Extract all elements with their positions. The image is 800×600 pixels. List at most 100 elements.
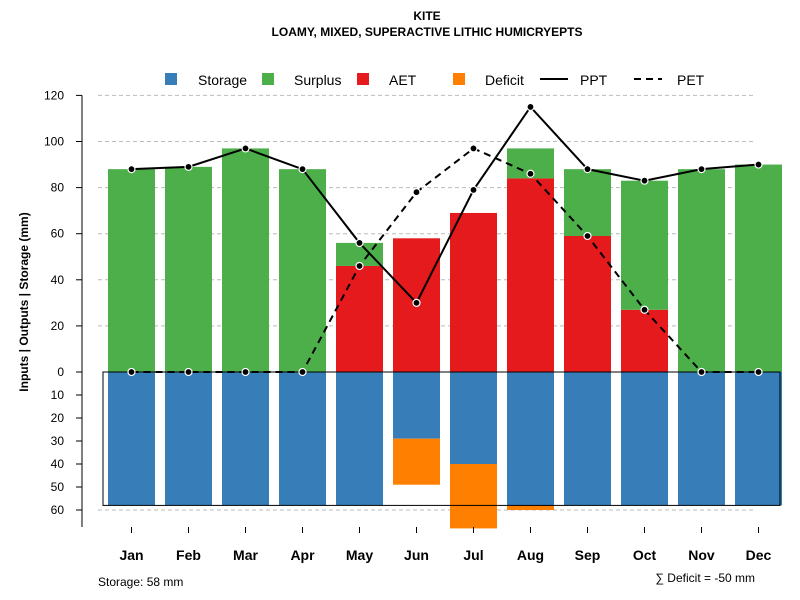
ppt-point bbox=[355, 238, 364, 248]
storage-bar bbox=[621, 372, 668, 506]
surplus-bar bbox=[735, 164, 782, 372]
month-label: Feb bbox=[176, 547, 201, 563]
ppt-point bbox=[298, 165, 307, 174]
pet-point bbox=[526, 169, 535, 178]
chart-subtitle: LOAMY, MIXED, SUPERACTIVE LITHIC HUMICRY… bbox=[272, 25, 583, 39]
legend-label-pet: PET bbox=[677, 72, 705, 88]
pet-point bbox=[640, 305, 649, 314]
y-tick-label: 80 bbox=[51, 181, 65, 195]
month-label: Jan bbox=[119, 547, 143, 563]
storage-bar bbox=[279, 372, 326, 506]
deficit-note: ∑ Deficit = -50 mm bbox=[655, 571, 755, 585]
legend-swatch-deficit bbox=[453, 73, 465, 85]
series-points bbox=[127, 102, 763, 377]
y-axis-label: Inputs | Outputs | Storage (mm) bbox=[17, 212, 31, 391]
surplus-bar bbox=[336, 242, 383, 266]
pet-point bbox=[583, 231, 592, 241]
aet-bar bbox=[564, 236, 611, 372]
ppt-point bbox=[127, 165, 136, 174]
month-label: Oct bbox=[633, 547, 657, 563]
legend-label-storage: Storage bbox=[198, 72, 247, 88]
storage-bar bbox=[222, 372, 269, 506]
series-lines bbox=[131, 105, 759, 373]
aet-bar bbox=[336, 265, 383, 372]
storage-bar bbox=[393, 372, 440, 439]
ppt-point bbox=[754, 160, 763, 169]
y-tick-label: 60 bbox=[51, 227, 65, 241]
month-label: Jun bbox=[404, 547, 429, 563]
ppt-point bbox=[640, 176, 649, 185]
deficit-bar bbox=[507, 505, 554, 510]
bars bbox=[108, 148, 782, 529]
ppt-point bbox=[412, 298, 421, 307]
storage-bar bbox=[507, 372, 554, 506]
month-label: Mar bbox=[233, 547, 258, 563]
legend-swatch-surplus bbox=[262, 73, 274, 85]
legend-label-aet: AET bbox=[389, 72, 417, 88]
y-tick-label: 0 bbox=[57, 365, 64, 379]
y-tick-label: 100 bbox=[44, 135, 64, 149]
surplus-bar bbox=[279, 169, 326, 372]
surplus-bar bbox=[678, 169, 725, 372]
pet-point bbox=[754, 367, 763, 377]
storage-bar bbox=[165, 372, 212, 506]
storage-bar bbox=[336, 372, 383, 506]
month-label: Nov bbox=[688, 547, 715, 563]
storage-bar bbox=[735, 372, 782, 506]
month-label: Jul bbox=[463, 547, 483, 563]
month-label: Sep bbox=[575, 547, 601, 563]
legend-label-deficit: Deficit bbox=[485, 72, 524, 88]
legend-swatch-aet bbox=[357, 73, 369, 85]
surplus-bar bbox=[621, 180, 668, 310]
storage-bar bbox=[450, 372, 497, 464]
y-tick-label: 30 bbox=[51, 434, 65, 448]
legend: Storage Surplus AET Deficit PPT PET bbox=[165, 72, 705, 88]
pet-line bbox=[131, 147, 759, 373]
pet-point bbox=[412, 188, 421, 197]
ppt-point bbox=[241, 144, 250, 153]
storage-bar bbox=[108, 372, 155, 506]
surplus-bar bbox=[165, 166, 212, 372]
aet-bar bbox=[450, 212, 497, 372]
pet-point bbox=[184, 367, 193, 377]
month-label: Apr bbox=[290, 547, 315, 563]
ppt-point bbox=[184, 162, 193, 171]
ppt-point bbox=[583, 165, 592, 174]
ppt-point bbox=[526, 102, 535, 112]
y-tick-label: 20 bbox=[51, 319, 65, 333]
storage-bar bbox=[564, 372, 611, 506]
pet-point bbox=[355, 261, 364, 271]
pet-point bbox=[298, 367, 307, 377]
y-tick-label: 50 bbox=[51, 480, 65, 494]
surplus-bar bbox=[222, 148, 269, 372]
storage-note: Storage: 58 mm bbox=[98, 575, 183, 589]
storage-bar bbox=[678, 372, 725, 506]
legend-label-ppt: PPT bbox=[580, 72, 608, 88]
y-tick-label: 40 bbox=[51, 273, 65, 287]
legend-swatch-storage bbox=[165, 73, 177, 85]
aet-bar bbox=[621, 309, 668, 372]
ppt-line bbox=[131, 105, 759, 305]
month-label: Aug bbox=[517, 547, 544, 563]
pet-point bbox=[127, 367, 136, 377]
pet-point bbox=[241, 367, 250, 377]
chart-title: KITE bbox=[413, 9, 440, 23]
y-tick-label: 120 bbox=[44, 88, 64, 102]
ppt-point bbox=[469, 185, 478, 195]
month-label: Dec bbox=[746, 547, 772, 563]
pet-point bbox=[697, 367, 706, 377]
ppt-point bbox=[697, 165, 706, 174]
axes: 0 20 40 60 80 100 120 10 20 30 40 50 60 Jan Feb Mar Apr M… bbox=[44, 88, 781, 563]
y-tick-label: 60 bbox=[51, 503, 65, 517]
legend-label-surplus: Surplus bbox=[294, 72, 341, 88]
pet-point bbox=[469, 144, 478, 153]
y-tick-label: 20 bbox=[51, 411, 65, 425]
month-label: May bbox=[346, 547, 373, 563]
y-tick-label: 10 bbox=[51, 388, 65, 402]
surplus-bar bbox=[564, 169, 611, 237]
surplus-bar bbox=[108, 169, 155, 372]
aet-bar bbox=[507, 178, 554, 372]
deficit-bar bbox=[450, 464, 497, 529]
y-tick-label: 40 bbox=[51, 457, 65, 471]
